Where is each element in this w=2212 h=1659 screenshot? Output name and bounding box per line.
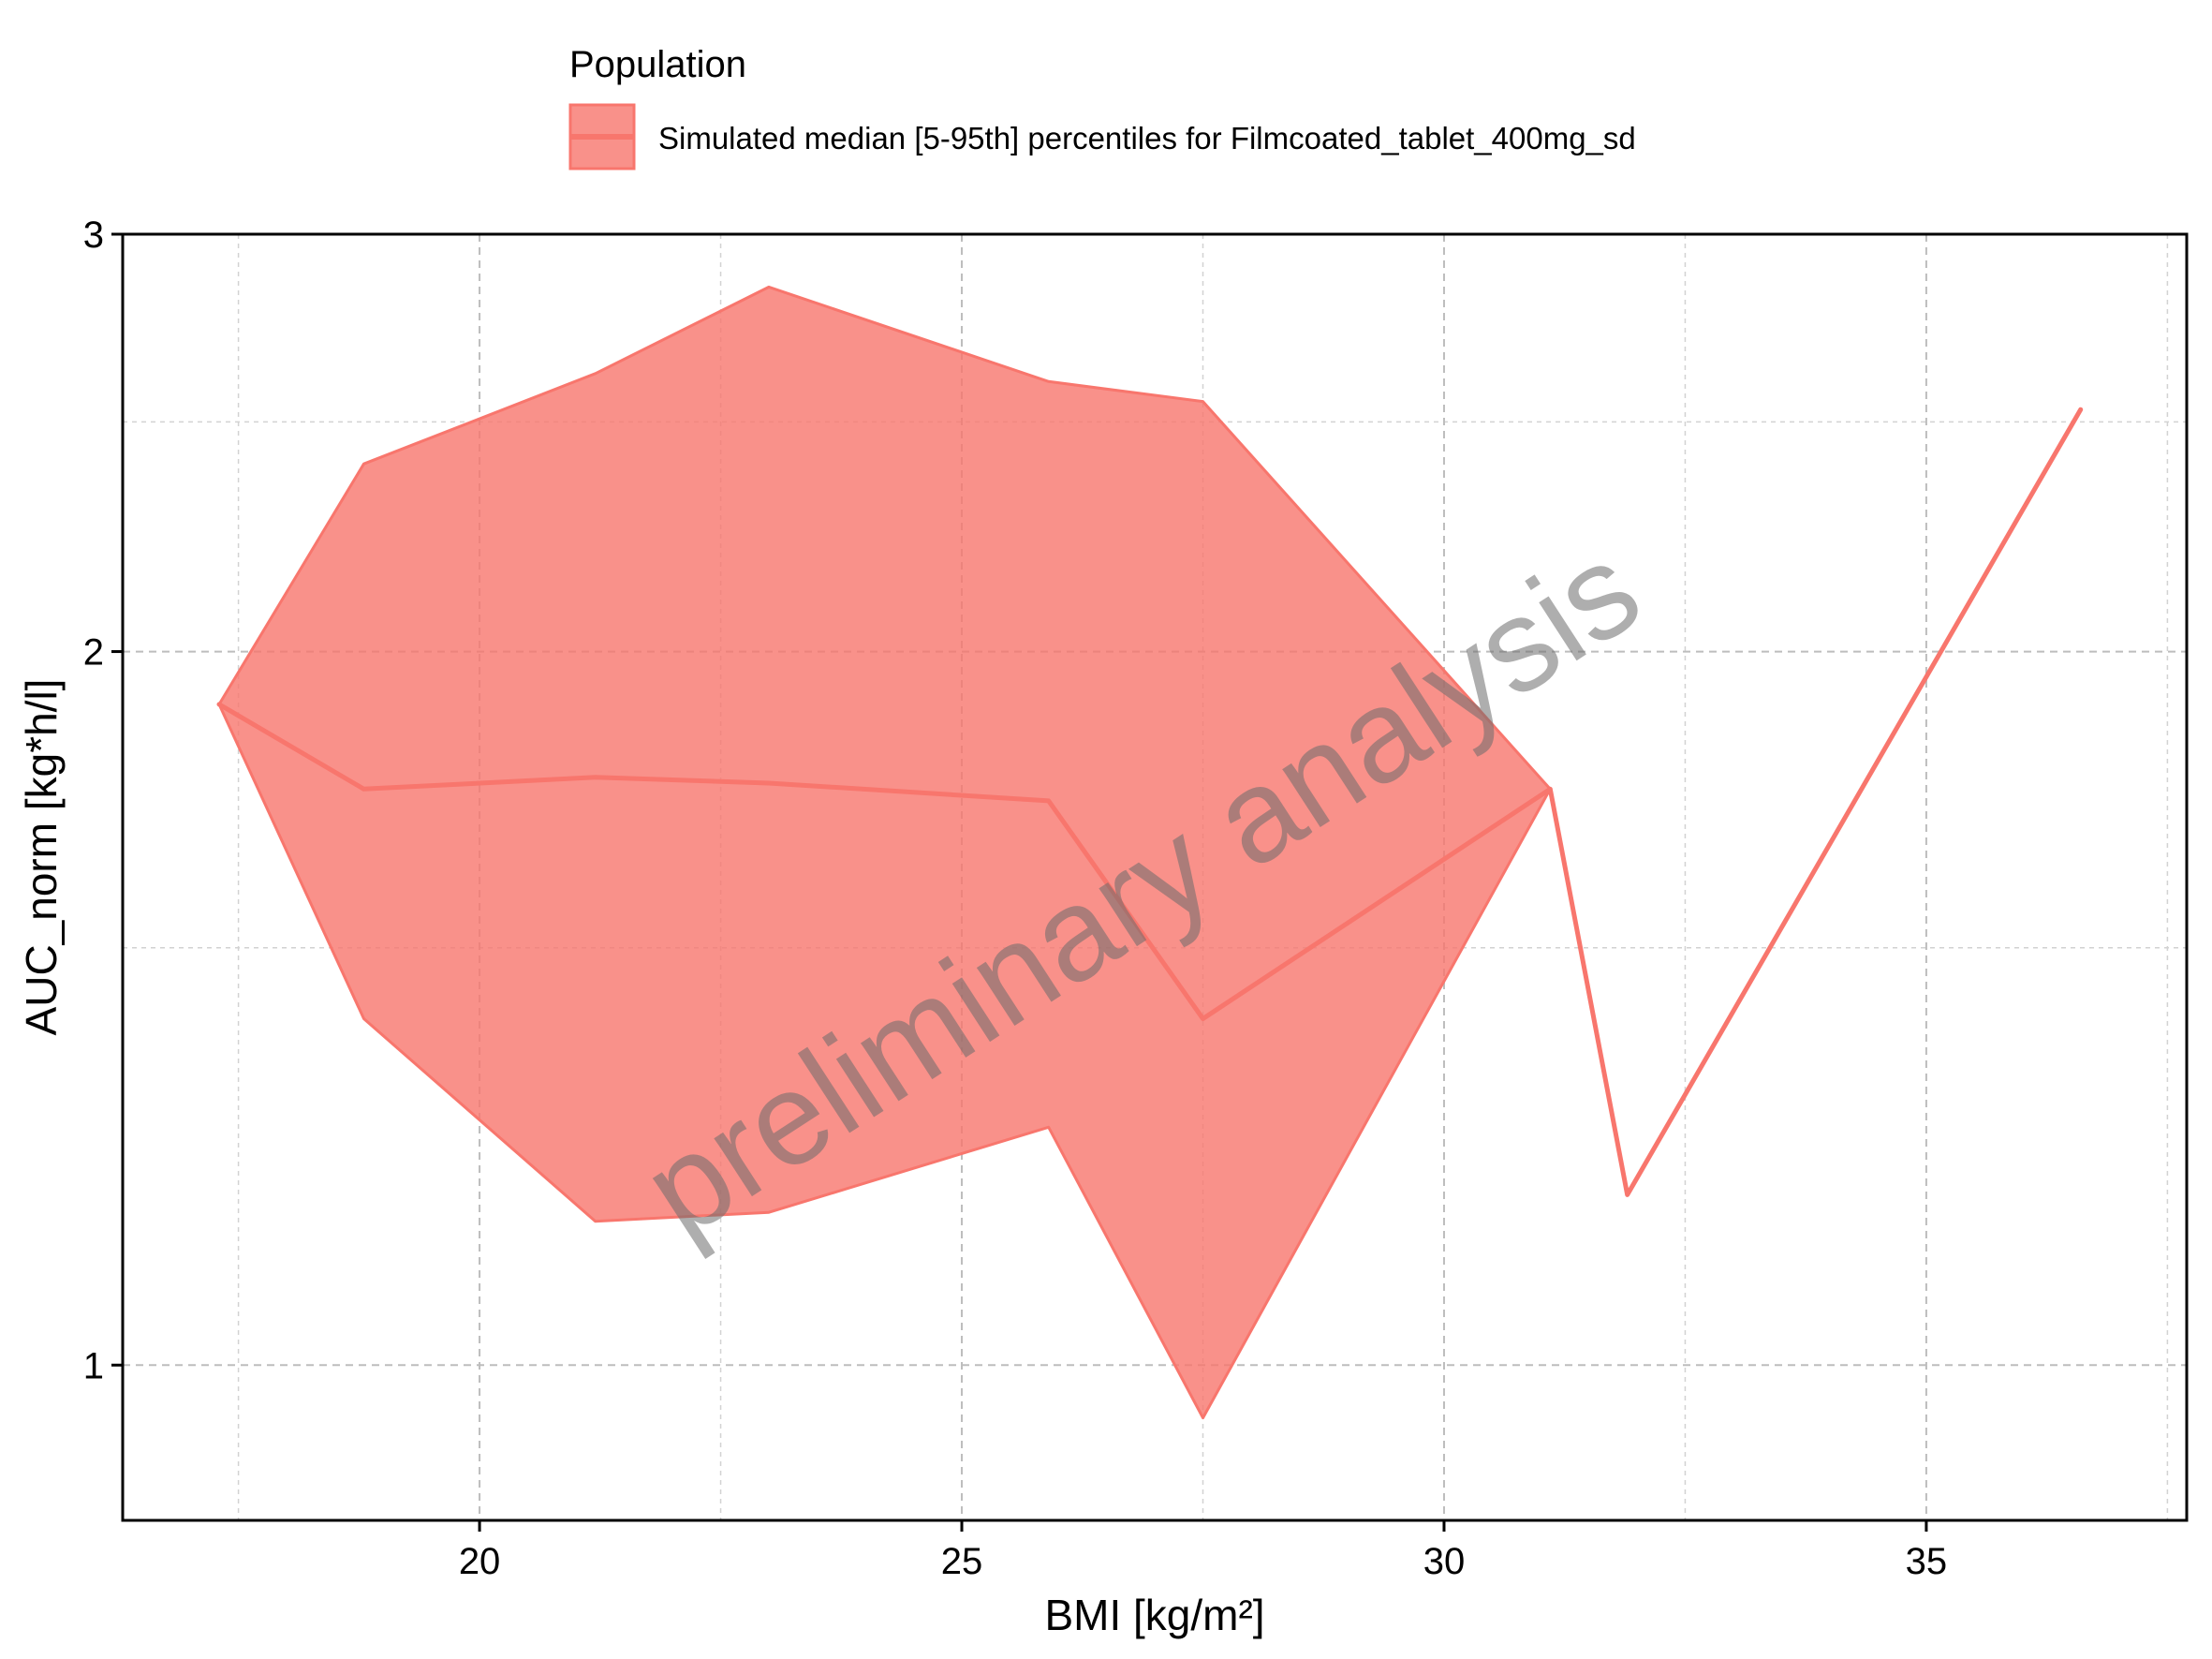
y-tick-label: 2 [83,632,104,674]
panel-border [121,232,2189,1522]
x-tick-label: 25 [941,1541,983,1582]
y-axis-title: AUC_norm [kg*h/l] [17,679,66,1036]
y-tick-label: 1 [83,1345,104,1386]
x-tick-label: 35 [1906,1541,1948,1582]
legend-title: Population [569,44,746,85]
data-layer [216,285,2084,1420]
axes: 20 25 30 35 1 2 3 [83,215,1947,1582]
legend-label: Simulated median [5-95th] percentiles fo… [658,121,1636,156]
plot-panel: 20 25 30 35 1 2 3 [83,215,2189,1582]
x-axis-title: BMI [kg/m²] [1044,1591,1264,1639]
x-tick-label: 30 [1423,1541,1466,1582]
median-line [216,407,2084,1197]
y-tick-label: 3 [83,215,104,256]
x-tick-label: 20 [459,1541,501,1582]
legend: Population Simulated median [5-95th] per… [568,44,1636,170]
